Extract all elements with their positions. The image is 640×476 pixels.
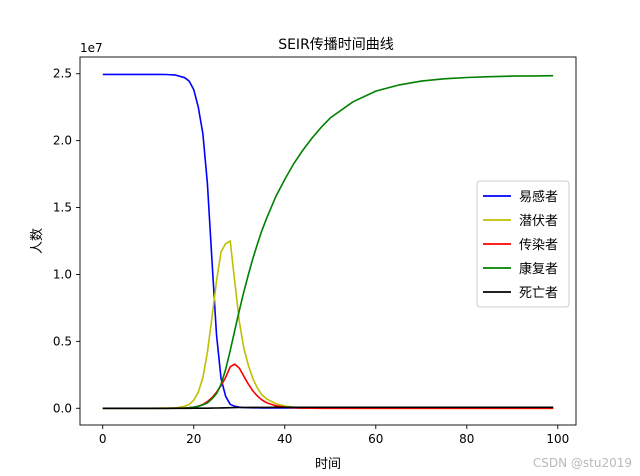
legend-label-2: 传染者 [519, 238, 558, 253]
series-layer [102, 73, 554, 410]
y-tick-label: 0.0 [53, 401, 72, 415]
x-tick-label: 40 [277, 432, 292, 446]
y-tick-label: 2.0 [53, 134, 72, 148]
x-axis: 0 20 40 60 80 100 [99, 425, 569, 446]
chart-title: SEIR传播时间曲线 [278, 37, 394, 53]
legend-label-0: 易感者 [519, 189, 558, 205]
y-tick-label: 1.0 [53, 267, 72, 281]
x-tick-label: 0 [99, 432, 107, 446]
y-axis: 0.0 0.5 1.0 1.5 2.0 2.5 [53, 67, 80, 415]
y-tick-label: 2.5 [53, 67, 72, 81]
legend-label-1: 潜伏者 [519, 214, 558, 229]
x-tick-label: 60 [368, 432, 383, 446]
y-axis-label: 人数 [30, 228, 45, 254]
legend-label-4: 死亡者 [519, 286, 558, 301]
series-line-4 [102, 406, 554, 410]
x-tick-label: 80 [459, 432, 474, 446]
series-line-2 [102, 363, 554, 410]
y-offset-label: 1e7 [80, 41, 103, 55]
x-tick-label: 20 [186, 432, 201, 446]
x-tick-label: 100 [546, 432, 569, 446]
y-tick-label: 0.5 [53, 334, 72, 348]
x-axis-label: 时间 [315, 457, 341, 472]
watermark: CSDN @stu2019 [532, 456, 632, 470]
y-tick-label: 1.5 [53, 201, 72, 215]
legend-label-3: 康复者 [519, 261, 558, 277]
legend-box [476, 180, 570, 308]
axes-frame [79, 56, 577, 426]
